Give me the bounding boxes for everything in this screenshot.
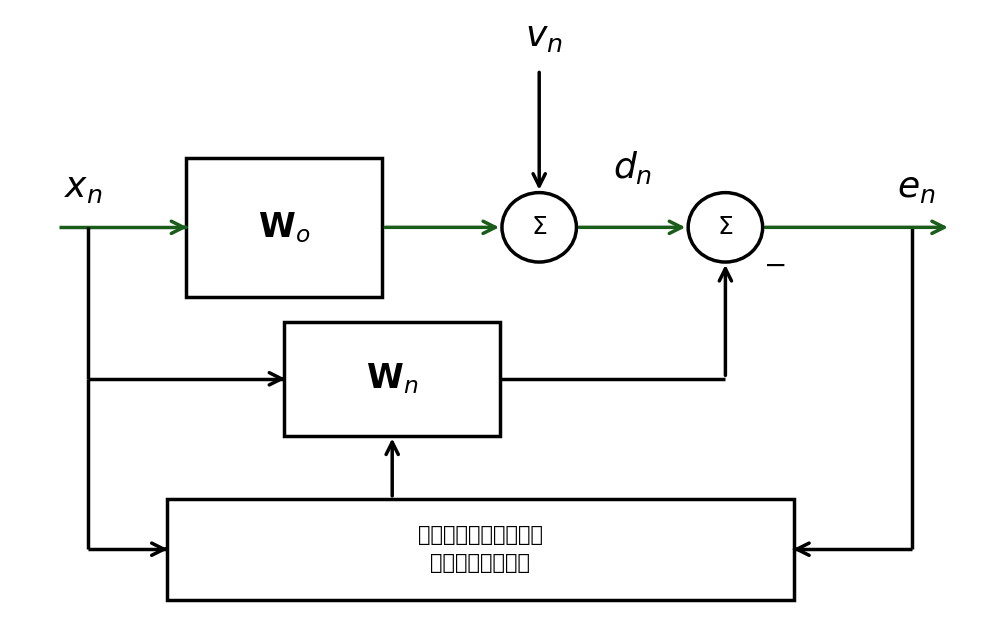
Text: $\Sigma$: $\Sigma$ xyxy=(531,215,547,240)
Bar xyxy=(284,322,500,435)
Ellipse shape xyxy=(688,193,763,262)
Ellipse shape xyxy=(502,193,576,262)
Text: 变步长零吸引归一化双
符号自适应滤波器: 变步长零吸引归一化双 符号自适应滤波器 xyxy=(418,526,543,573)
Text: $d_n$: $d_n$ xyxy=(613,149,652,186)
Text: $\mathbf{W}_o$: $\mathbf{W}_o$ xyxy=(258,210,311,245)
Text: $e_n$: $e_n$ xyxy=(897,171,936,205)
Text: $v_n$: $v_n$ xyxy=(525,20,563,54)
Bar xyxy=(167,498,794,600)
Text: $\Sigma$: $\Sigma$ xyxy=(717,215,734,240)
Text: $\mathbf{W}_n$: $\mathbf{W}_n$ xyxy=(366,361,418,396)
Bar xyxy=(186,158,382,297)
Text: $x_n$: $x_n$ xyxy=(64,171,103,205)
Text: $-$: $-$ xyxy=(763,251,786,279)
